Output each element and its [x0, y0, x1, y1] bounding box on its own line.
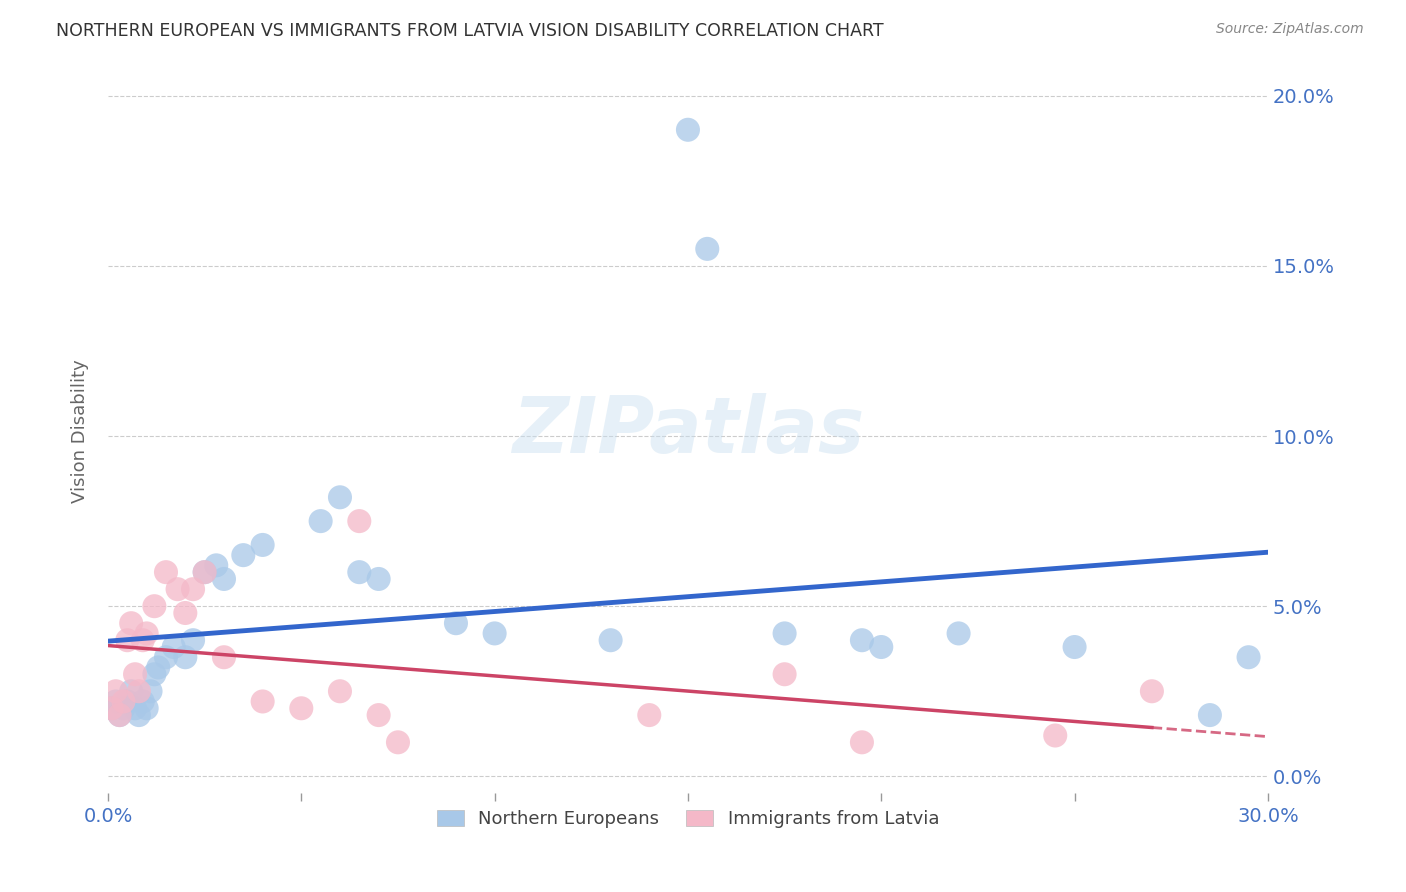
Point — [132, 633, 155, 648]
Point — [155, 650, 177, 665]
Point — [290, 701, 312, 715]
Point — [135, 701, 157, 715]
Point — [638, 708, 661, 723]
Point — [124, 667, 146, 681]
Point — [484, 626, 506, 640]
Point — [205, 558, 228, 573]
Point — [132, 694, 155, 708]
Text: NORTHERN EUROPEAN VS IMMIGRANTS FROM LATVIA VISION DISABILITY CORRELATION CHART: NORTHERN EUROPEAN VS IMMIGRANTS FROM LAT… — [56, 22, 884, 40]
Point — [163, 640, 186, 654]
Point — [329, 684, 352, 698]
Text: Source: ZipAtlas.com: Source: ZipAtlas.com — [1216, 22, 1364, 37]
Point — [1199, 708, 1222, 723]
Point — [143, 667, 166, 681]
Y-axis label: Vision Disability: Vision Disability — [72, 359, 89, 503]
Point — [104, 684, 127, 698]
Point — [696, 242, 718, 256]
Point — [349, 514, 371, 528]
Point — [252, 538, 274, 552]
Point — [676, 122, 699, 136]
Point — [599, 633, 621, 648]
Point — [870, 640, 893, 654]
Point — [232, 548, 254, 562]
Point — [139, 684, 162, 698]
Point — [773, 667, 796, 681]
Point — [128, 684, 150, 698]
Point — [108, 708, 131, 723]
Point — [181, 633, 204, 648]
Point — [851, 633, 873, 648]
Point — [117, 694, 139, 708]
Point — [104, 694, 127, 708]
Point — [387, 735, 409, 749]
Point — [143, 599, 166, 614]
Point — [1063, 640, 1085, 654]
Text: ZIPatlas: ZIPatlas — [512, 393, 865, 469]
Point — [1045, 729, 1067, 743]
Point — [120, 616, 142, 631]
Point — [367, 708, 389, 723]
Point — [112, 694, 135, 708]
Point — [252, 694, 274, 708]
Point — [108, 708, 131, 723]
Point — [212, 650, 235, 665]
Point — [112, 701, 135, 715]
Point — [329, 491, 352, 505]
Point — [367, 572, 389, 586]
Point — [948, 626, 970, 640]
Point — [349, 565, 371, 579]
Point — [148, 660, 170, 674]
Point — [128, 708, 150, 723]
Point — [174, 650, 197, 665]
Point — [309, 514, 332, 528]
Point — [444, 616, 467, 631]
Point — [124, 701, 146, 715]
Point — [174, 606, 197, 620]
Point — [155, 565, 177, 579]
Point — [194, 565, 217, 579]
Point — [166, 582, 188, 597]
Point — [101, 701, 124, 715]
Point — [1237, 650, 1260, 665]
Point — [851, 735, 873, 749]
Point — [120, 684, 142, 698]
Point — [117, 633, 139, 648]
Point — [194, 565, 217, 579]
Point — [181, 582, 204, 597]
Point — [212, 572, 235, 586]
Legend: Northern Europeans, Immigrants from Latvia: Northern Europeans, Immigrants from Latv… — [429, 802, 946, 835]
Point — [135, 626, 157, 640]
Point — [1140, 684, 1163, 698]
Point — [773, 626, 796, 640]
Point — [101, 701, 124, 715]
